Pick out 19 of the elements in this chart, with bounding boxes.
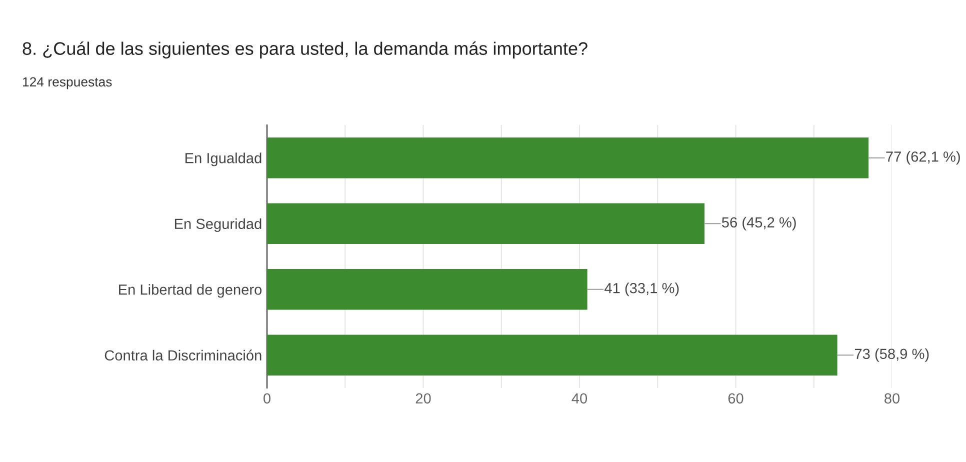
- x-tick-label: 40: [572, 393, 588, 404]
- bar: [267, 137, 869, 178]
- y-tick-label: Contra la Discriminación: [104, 350, 262, 361]
- data-label: 56 (45,2 %): [722, 216, 796, 230]
- data-label: 41 (33,1 %): [604, 282, 679, 296]
- chart-title: 8. ¿Cuál de las siguientes es para usted, la demanda más importante?: [22, 41, 588, 59]
- x-tick-label: 20: [416, 393, 431, 404]
- y-tick-label: En Igualdad: [185, 152, 262, 166]
- x-tick-label: 60: [728, 393, 744, 404]
- bar: [267, 334, 838, 376]
- y-tick-label: En Libertad de genero: [119, 284, 262, 298]
- text: 124 respuestas: [23, 77, 112, 90]
- bar: [267, 203, 704, 244]
- bar: [267, 268, 588, 310]
- y-tick-label: En Seguridad: [174, 218, 262, 232]
- x-tick-label: 0: [264, 393, 270, 404]
- data-label: 77 (62,1 %): [886, 151, 960, 165]
- x-tick-label: 80: [884, 393, 900, 404]
- data-label: 73 (58,9 %): [854, 348, 929, 362]
